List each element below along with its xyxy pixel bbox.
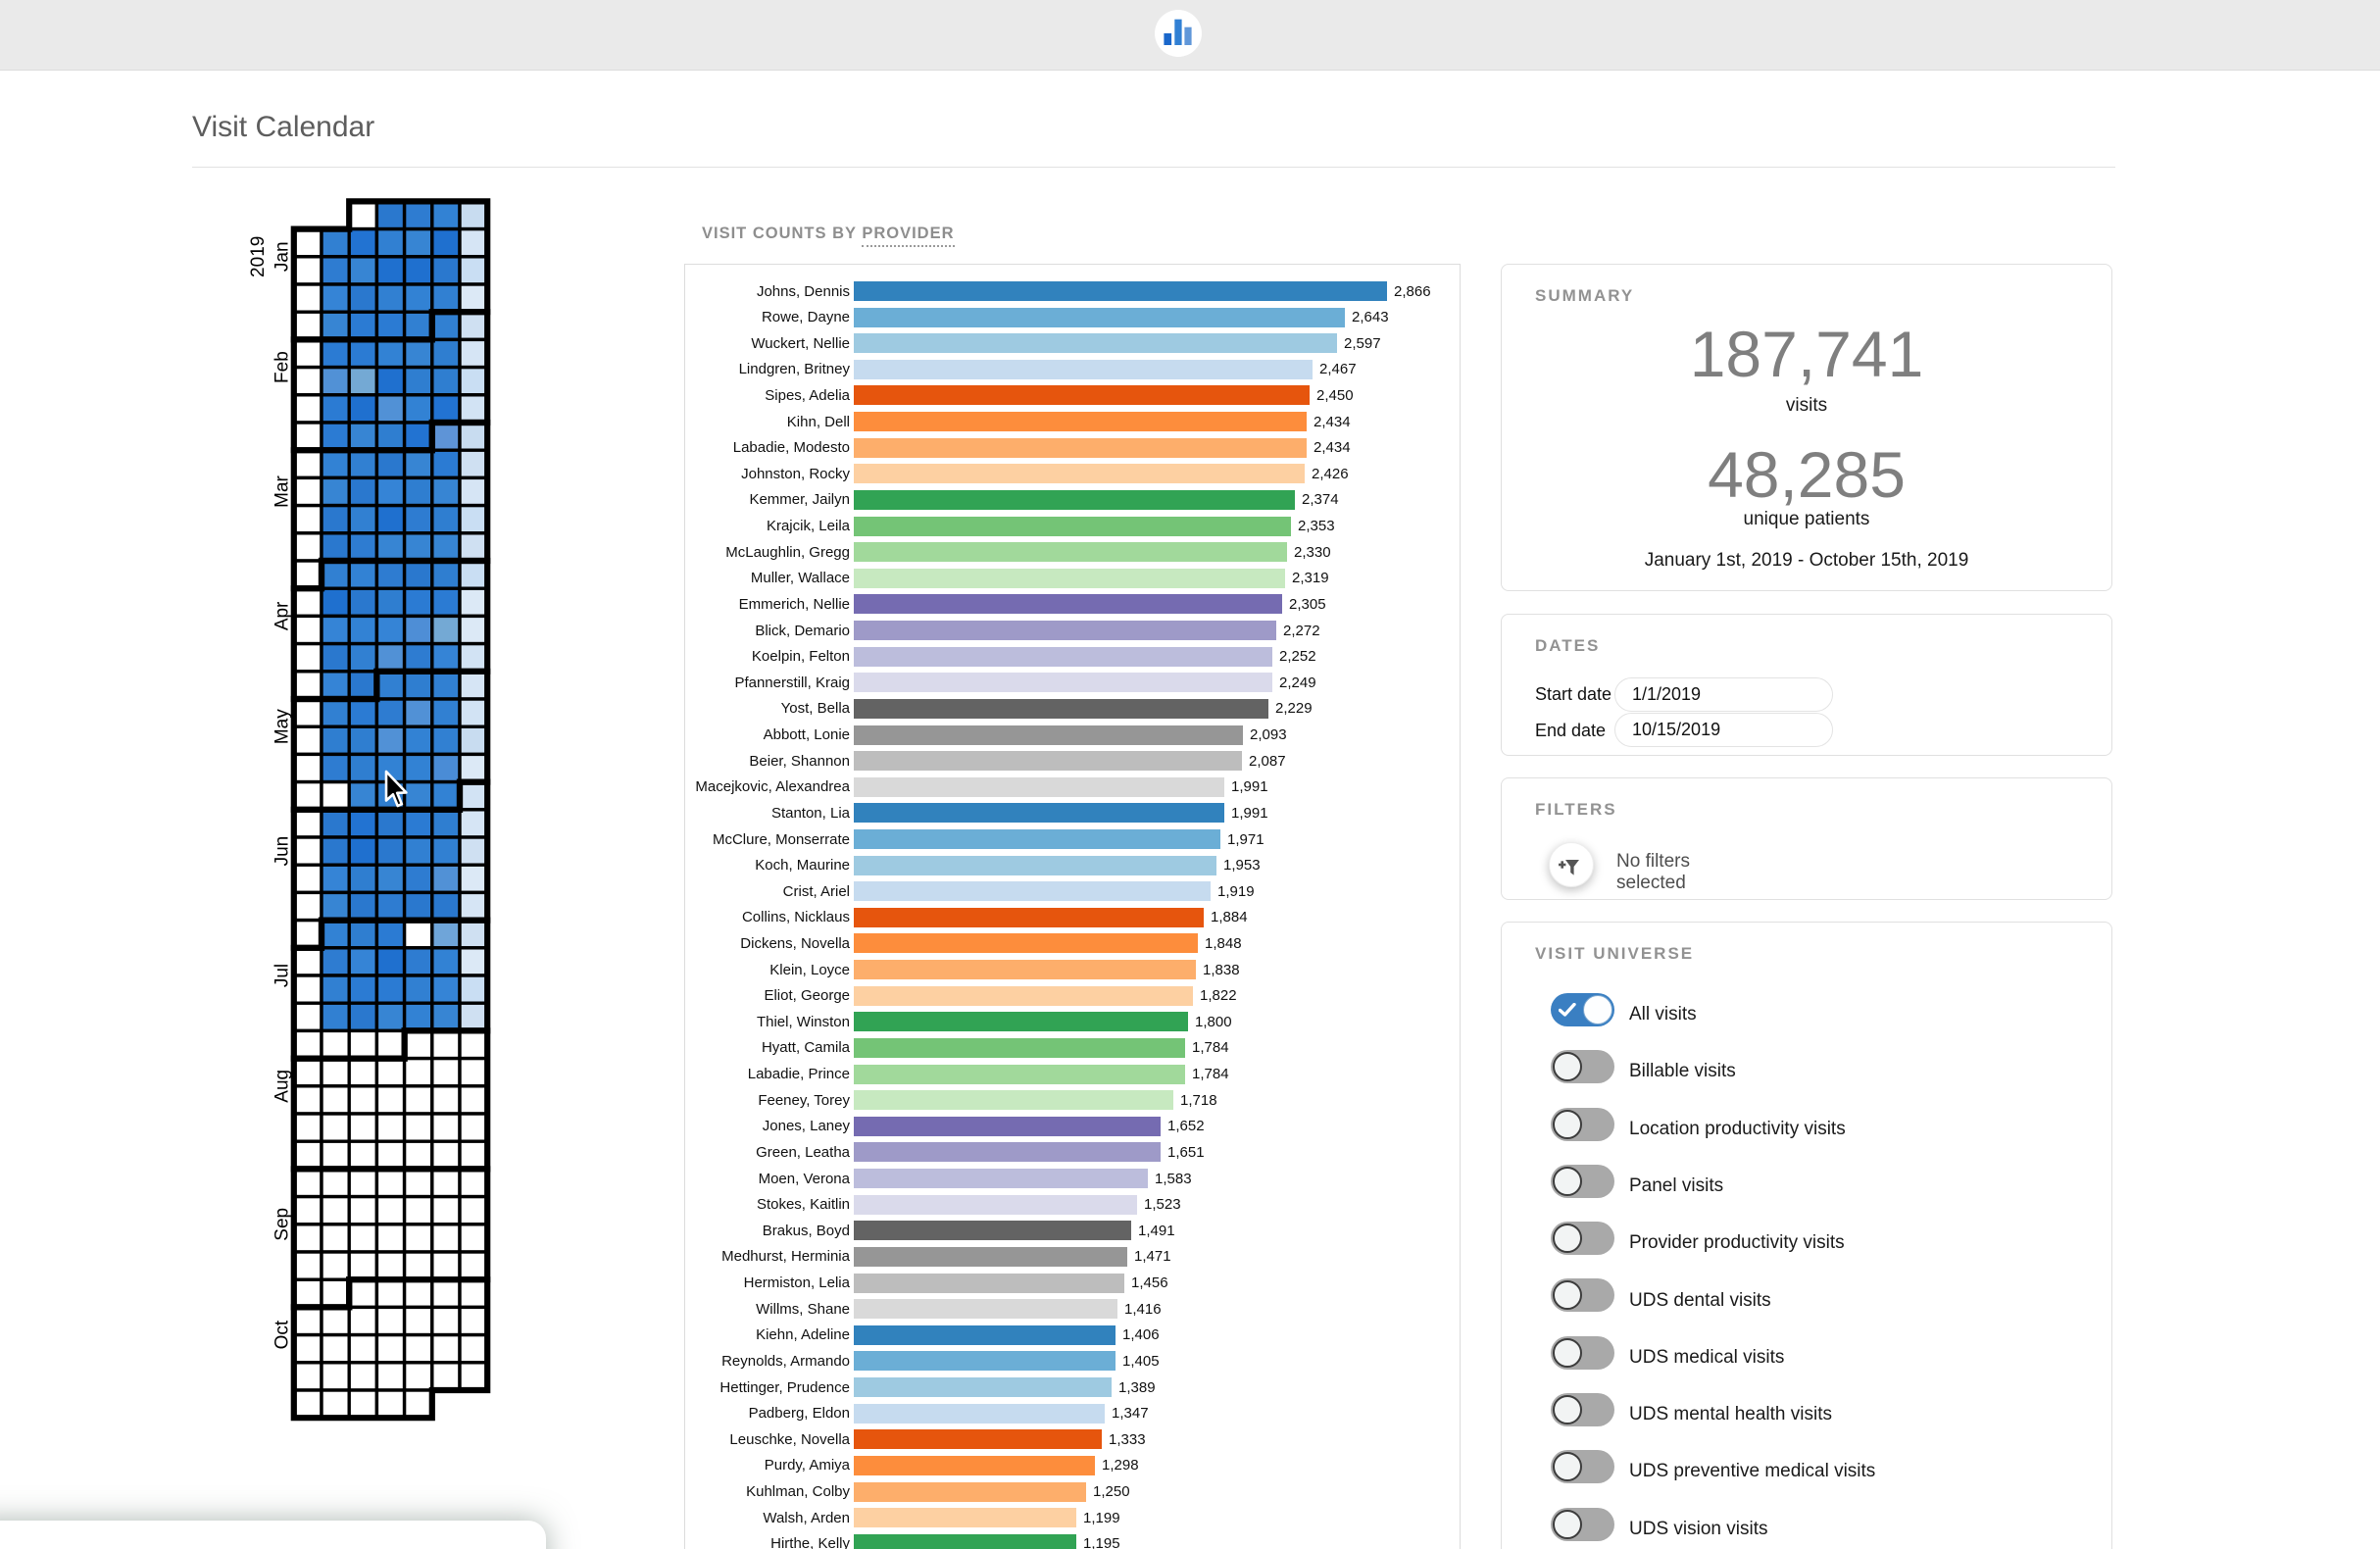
svg-text:Oct: Oct (273, 1320, 293, 1349)
svg-text:Apr: Apr (273, 601, 293, 630)
svg-text:Aug: Aug (273, 1070, 293, 1103)
svg-text:Feb: Feb (273, 351, 293, 383)
svg-text:Jan: Jan (273, 241, 293, 272)
svg-text:2019: 2019 (248, 236, 269, 277)
svg-text:Sep: Sep (273, 1208, 293, 1241)
svg-text:Jul: Jul (273, 964, 293, 987)
svg-text:Jun: Jun (273, 836, 293, 867)
svg-text:May: May (273, 709, 293, 744)
svg-text:Mar: Mar (273, 475, 293, 507)
